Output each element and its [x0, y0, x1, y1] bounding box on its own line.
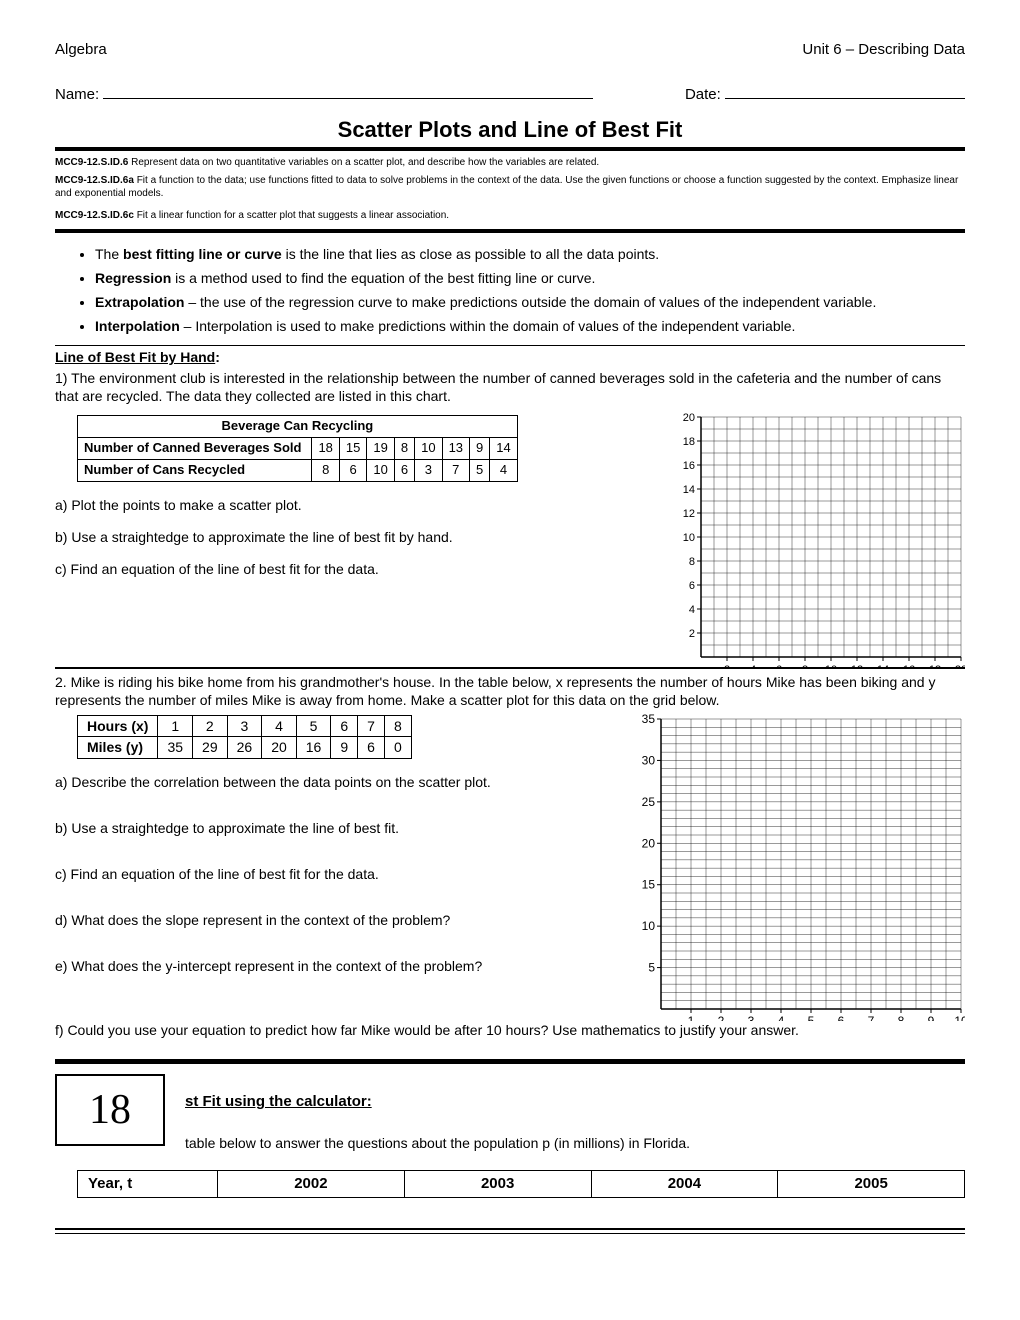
- svg-text:3: 3: [748, 1014, 755, 1021]
- date-label: Date:: [685, 85, 965, 105]
- svg-text:10: 10: [642, 919, 656, 933]
- svg-text:14: 14: [877, 664, 889, 667]
- subject: Algebra: [55, 40, 107, 60]
- svg-text:8: 8: [802, 664, 808, 667]
- svg-text:12: 12: [683, 508, 695, 520]
- page-header: Algebra Unit 6 – Describing Data: [55, 40, 965, 60]
- svg-text:20: 20: [683, 412, 695, 424]
- svg-text:6: 6: [776, 664, 782, 667]
- table-row: Number of Cans Recycled 86106 3754: [78, 459, 518, 481]
- def-regression: Regression is a method used to find the …: [95, 269, 965, 287]
- divider-bar: [55, 147, 965, 151]
- standard-3: MCC9-12.S.ID.6c Fit a linear function fo…: [55, 210, 965, 223]
- svg-text:12: 12: [851, 664, 863, 667]
- q-2a: a) Describe the correlation between the …: [55, 773, 617, 791]
- def-interpolation: Interpolation – Interpolation is used to…: [95, 317, 965, 335]
- svg-text:8: 8: [689, 556, 695, 568]
- svg-text:8: 8: [898, 1014, 905, 1021]
- svg-text:16: 16: [683, 460, 695, 472]
- svg-text:5: 5: [808, 1014, 815, 1021]
- name-date-row: Name: Date:: [55, 85, 965, 105]
- standard-2: MCC9-12.S.ID.6a Fit a function to the da…: [55, 175, 965, 200]
- q-2c: c) Find an equation of the line of best …: [55, 865, 617, 883]
- page-number-box: 18: [55, 1074, 165, 1146]
- svg-text:1: 1: [688, 1014, 695, 1021]
- svg-text:30: 30: [642, 754, 656, 768]
- svg-text:20: 20: [642, 837, 656, 851]
- beverage-table: Beverage Can Recycling Number of Canned …: [77, 415, 518, 482]
- svg-text:10: 10: [683, 532, 695, 544]
- svg-text:7: 7: [868, 1014, 875, 1021]
- table-title: Beverage Can Recycling: [78, 415, 518, 437]
- calculator-sub: table below to answer the questions abou…: [185, 1112, 965, 1162]
- q-2b: b) Use a straightedge to approximate the…: [55, 819, 617, 837]
- q-1b: b) Use a straightedge to approximate the…: [55, 528, 657, 546]
- svg-text:16: 16: [903, 664, 915, 667]
- q-2d: d) What does the slope represent in the …: [55, 911, 617, 929]
- grid-1: 2 4 6 8 10 12 14 16 18 20 2 4 6 8 10 12 14 16 18 20: [675, 407, 965, 667]
- page-title: Scatter Plots and Line of Best Fit: [55, 116, 965, 145]
- definitions-list: The best fitting line or curve is the li…: [95, 245, 965, 336]
- divider-bar: [55, 667, 965, 669]
- divider-bar: [55, 1059, 965, 1064]
- svg-text:4: 4: [689, 604, 695, 616]
- section1-intro: 1) The environment club is interested in…: [55, 369, 965, 405]
- svg-text:2: 2: [724, 664, 730, 667]
- name-label: Name:: [55, 85, 593, 105]
- svg-text:2: 2: [689, 628, 695, 640]
- svg-text:4: 4: [750, 664, 756, 667]
- table-row: Miles (y) 35292620 16960: [78, 737, 412, 758]
- svg-text:9: 9: [928, 1014, 935, 1021]
- svg-text:10: 10: [954, 1014, 965, 1021]
- calculator-head: st Fit using the calculator:: [185, 1074, 965, 1112]
- q-2f: f) Could you use your equation to predic…: [55, 1021, 965, 1039]
- table-row: Year, t 2002 2003 2004 2005: [78, 1171, 965, 1198]
- table-row: Number of Canned Beverages Sold 1815198 …: [78, 437, 518, 459]
- svg-text:5: 5: [648, 961, 655, 975]
- section2-intro: 2. Mike is riding his bike home from his…: [55, 673, 965, 709]
- svg-text:20: 20: [955, 664, 965, 667]
- def-bestfit: The best fitting line or curve is the li…: [95, 245, 965, 263]
- def-extrapolation: Extrapolation – the use of the regressio…: [95, 293, 965, 311]
- footer-divider: [55, 1228, 965, 1234]
- q-2e: e) What does the y-intercept represent i…: [55, 957, 617, 975]
- svg-text:25: 25: [642, 795, 656, 809]
- unit-title: Unit 6 – Describing Data: [802, 40, 965, 60]
- section2-questions: a) Describe the correlation between the …: [55, 773, 617, 976]
- q-1a: a) Plot the points to make a scatter plo…: [55, 496, 657, 514]
- q-1c: c) Find an equation of the line of best …: [55, 560, 657, 578]
- svg-text:6: 6: [689, 580, 695, 592]
- standard-1: MCC9-12.S.ID.6 Represent data on two qua…: [55, 157, 965, 170]
- section1-questions: a) Plot the points to make a scatter plo…: [55, 496, 657, 579]
- grid-2: 1 2 3 4 5 6 7 8 9 10 5 10 15 20 25 30 35: [635, 711, 965, 1021]
- svg-text:6: 6: [838, 1014, 845, 1021]
- mike-table: Hours (x) 1234 5678 Miles (y) 35292620 1…: [77, 715, 412, 758]
- svg-text:2: 2: [718, 1014, 725, 1021]
- svg-text:35: 35: [642, 712, 656, 726]
- svg-text:14: 14: [683, 484, 695, 496]
- table-row: Hours (x) 1234 5678: [78, 716, 412, 737]
- svg-text:18: 18: [683, 436, 695, 448]
- svg-text:15: 15: [642, 878, 656, 892]
- svg-text:4: 4: [778, 1014, 785, 1021]
- svg-text:10: 10: [825, 664, 837, 667]
- section1-head: Line of Best Fit by Hand:: [55, 348, 965, 366]
- svg-text:18: 18: [929, 664, 941, 667]
- definitions-box: The best fitting line or curve is the li…: [55, 229, 965, 347]
- year-table: Year, t 2002 2003 2004 2005: [77, 1170, 965, 1198]
